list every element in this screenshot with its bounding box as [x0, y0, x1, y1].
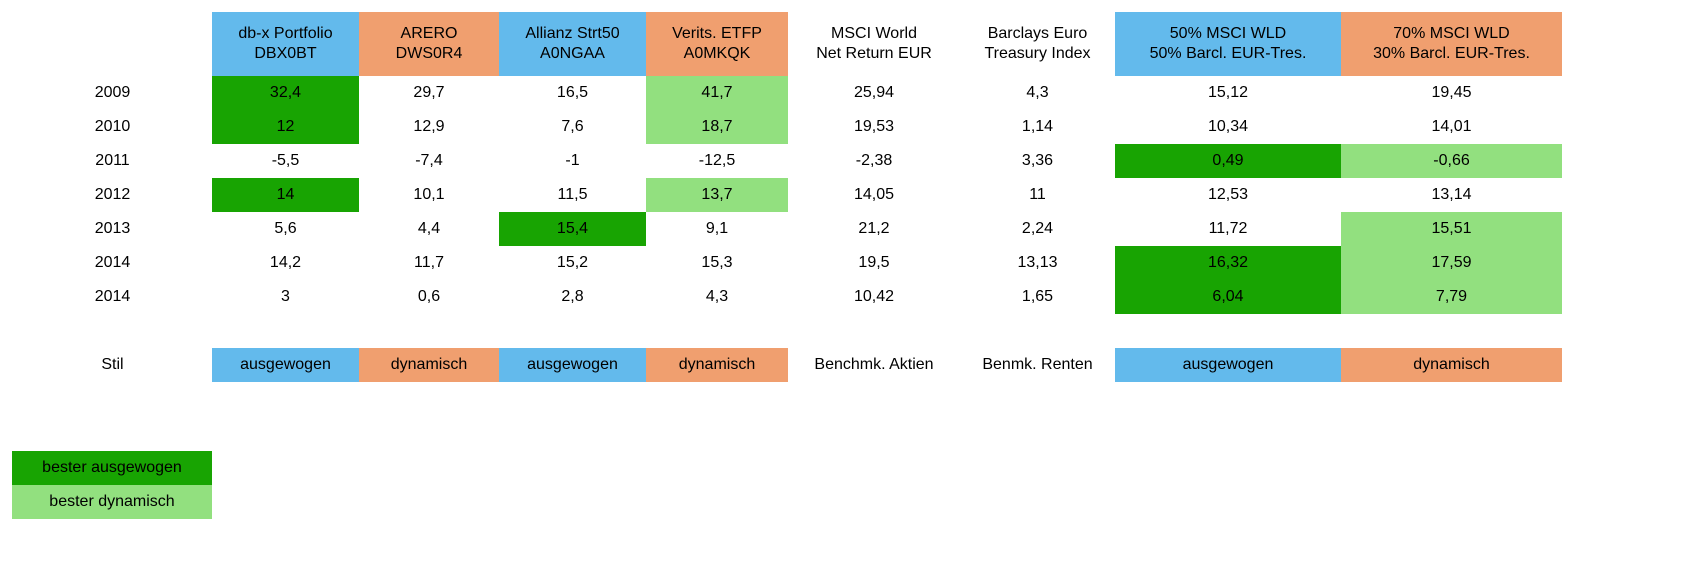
style-cell: Benmk. Renten: [982, 356, 1093, 373]
table-cell: 41,7: [646, 76, 788, 110]
column-header-line2: 30% Barcl. EUR-Tres.: [1373, 45, 1530, 62]
table-cell: 25,94: [853, 84, 895, 101]
row-year-label: 2014: [94, 288, 131, 305]
column-header-line1: Verits. ETFP: [672, 25, 762, 42]
table-cell: 10,1: [413, 186, 445, 203]
table-cell: 4,4: [417, 220, 441, 237]
column-header: ARERO DWS0R4: [359, 12, 499, 76]
table-cell: 11,72: [1208, 220, 1248, 237]
column-header-line1: ARERO: [400, 25, 458, 42]
table-cell: 15,4: [499, 212, 646, 246]
table-cell: 12: [212, 110, 359, 144]
column-header-line2: 50% Barcl. EUR-Tres.: [1149, 45, 1307, 62]
table-cell: 10,34: [1207, 118, 1249, 135]
row-year-label: 2012: [94, 186, 131, 203]
style-cell: dynamisch: [359, 348, 499, 382]
table-cell: 16,5: [556, 84, 589, 101]
table-cell: -1: [565, 152, 580, 169]
table-cell: 4,3: [705, 288, 729, 305]
column-header: Barclays Euro Treasury Index: [960, 12, 1115, 76]
table-cell: 13,13: [1017, 254, 1058, 271]
table-cell: 12,53: [1207, 186, 1249, 203]
column-header-line1: MSCI World: [831, 25, 917, 42]
table-cell: 10,42: [853, 288, 895, 305]
table-cell: 0,49: [1115, 144, 1341, 178]
column-header-line1: 70% MSCI WLD: [1393, 25, 1510, 42]
table-cell: 21,2: [858, 220, 890, 237]
column-header-line2: A0NGAA: [540, 45, 605, 62]
table-cell: 15,12: [1207, 84, 1249, 101]
style-cell: ausgewogen: [1115, 348, 1341, 382]
legend-item: bester ausgewogen: [12, 451, 212, 485]
table-cell: 4,3: [1026, 84, 1049, 101]
column-header-line2: Treasury Index: [984, 45, 1091, 62]
column-header-line1: Allianz Strt50: [525, 25, 620, 42]
legend-item: bester dynamisch: [12, 485, 212, 519]
table-cell: 14: [212, 178, 359, 212]
table-cell: 14,01: [1431, 118, 1472, 135]
column-header-line2: Net Return EUR: [816, 45, 932, 62]
table-cell: 14,05: [853, 186, 895, 203]
table-cell: 13,7: [646, 178, 788, 212]
table-cell: 2,8: [561, 288, 584, 305]
table-cell: 18,7: [646, 110, 788, 144]
table-cell: 3: [281, 288, 290, 305]
table-cell: 13,14: [1431, 186, 1472, 203]
table-cell: -7,4: [415, 152, 443, 169]
table-cell: 15,2: [556, 254, 589, 271]
table-cell: 14,2: [269, 254, 302, 271]
style-row-label: Stil: [101, 356, 124, 373]
column-header: MSCI World Net Return EUR: [788, 12, 960, 76]
table-cell: 16,32: [1115, 246, 1341, 280]
column-header-line1: db-x Portfolio: [238, 25, 333, 42]
table-cell: 17,59: [1341, 246, 1562, 280]
table-cell: 15,51: [1341, 212, 1562, 246]
table-cell: 1,14: [1021, 118, 1054, 135]
column-header: db-x Portfolio DBX0BT: [212, 12, 359, 76]
table-cell: 9,1: [705, 220, 729, 237]
style-cell: dynamisch: [646, 348, 788, 382]
column-header-line1: Barclays Euro: [987, 25, 1088, 42]
table-cell: 7,79: [1341, 280, 1562, 314]
column-header-line1: 50% MSCI WLD: [1169, 25, 1287, 42]
table-cell: 6,04: [1115, 280, 1341, 314]
column-header: 50% MSCI WLD 50% Barcl. EUR-Tres.: [1115, 12, 1341, 76]
row-year-label: 2009: [94, 84, 131, 101]
table-cell: -2,38: [855, 152, 893, 169]
style-cell: dynamisch: [1341, 348, 1562, 382]
table-cell: 11,5: [557, 186, 588, 203]
row-year-label: 2013: [94, 220, 131, 237]
table-cell: 7,6: [561, 118, 584, 135]
table-cell: -0,66: [1341, 144, 1562, 178]
table-cell: -12,5: [698, 152, 736, 169]
table-cell: 32,4: [212, 76, 359, 110]
table-cell: 19,45: [1431, 84, 1472, 101]
style-cell: ausgewogen: [499, 348, 646, 382]
table-cell: 2,24: [1021, 220, 1054, 237]
row-year-label: 2014: [94, 254, 131, 271]
table-cell: 3,36: [1021, 152, 1054, 169]
table-cell: 29,7: [413, 84, 445, 101]
column-header-line2: A0MKQK: [683, 45, 751, 62]
table-cell: 0,6: [417, 288, 441, 305]
table-cell: 19,53: [853, 118, 895, 135]
table-cell: 15,3: [701, 254, 733, 271]
column-header-line2: DWS0R4: [395, 45, 463, 62]
column-header: 70% MSCI WLD 30% Barcl. EUR-Tres.: [1341, 12, 1562, 76]
column-header: Allianz Strt50 A0NGAA: [499, 12, 646, 76]
column-header-line2: DBX0BT: [254, 45, 317, 62]
style-cell: Benchmk. Aktien: [814, 356, 934, 373]
table-cell: 12,9: [413, 118, 445, 135]
row-year-label: 2011: [95, 152, 130, 169]
table-cell: -5,5: [271, 152, 300, 169]
column-header: Verits. ETFP A0MKQK: [646, 12, 788, 76]
table-cell: 11: [1029, 186, 1046, 203]
table-cell: 5,6: [274, 220, 297, 237]
table-cell: 19,5: [858, 254, 890, 271]
style-cell: ausgewogen: [212, 348, 359, 382]
table-cell: 11,7: [414, 254, 444, 271]
table-cell: 1,65: [1021, 288, 1054, 305]
row-year-label: 2010: [94, 118, 131, 135]
